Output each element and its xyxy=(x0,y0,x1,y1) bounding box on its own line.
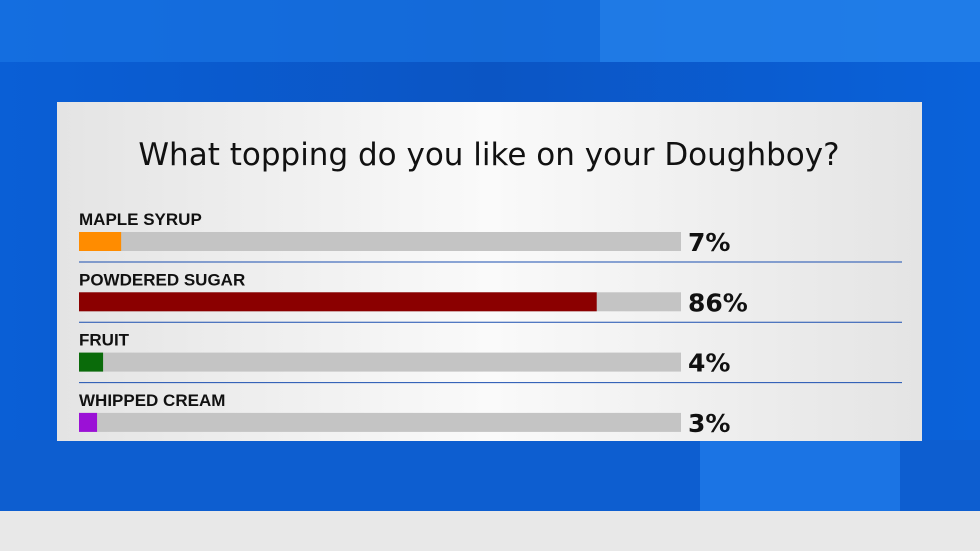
value-label: 7% xyxy=(688,228,730,257)
bar-track xyxy=(79,412,681,432)
category-label: POWDERED SUGAR xyxy=(79,270,245,289)
bar xyxy=(79,232,122,251)
category-label: FRUIT xyxy=(79,331,130,350)
value-label: 3% xyxy=(688,409,730,438)
bar xyxy=(79,292,597,312)
background-tile xyxy=(600,0,980,62)
value-label: 86% xyxy=(688,288,748,317)
bar xyxy=(79,412,98,432)
category-label: MAPLE SYRUP xyxy=(79,210,202,229)
chart-title: What topping do you like on your Doughbo… xyxy=(138,137,839,173)
value-label: 4% xyxy=(688,349,730,378)
bottom-strip xyxy=(0,511,980,551)
category-label: WHIPPED CREAM xyxy=(79,391,225,410)
bar-track xyxy=(79,232,681,251)
bar-track xyxy=(79,352,681,372)
background-tile xyxy=(700,440,900,511)
poll-panel xyxy=(57,102,922,441)
bar xyxy=(79,352,104,372)
